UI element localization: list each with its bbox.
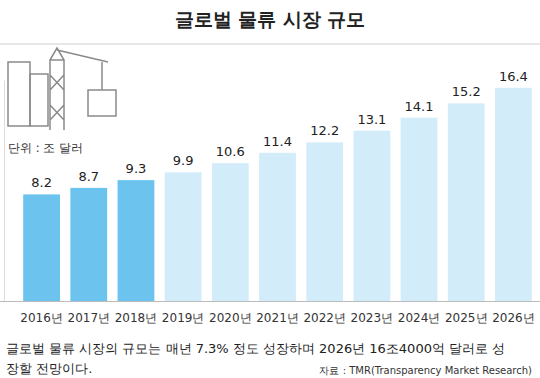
x-tick-label: 2019년 <box>162 311 205 325</box>
data-label: 14.1 <box>405 99 434 114</box>
data-label: 9.3 <box>126 161 147 176</box>
x-tick: 2025년 <box>445 311 488 325</box>
data-label: 16.4 <box>499 69 528 84</box>
x-tick: 2023년 <box>351 311 394 325</box>
icon-shape <box>8 62 30 126</box>
x-tick-label: 2021년 <box>256 311 299 325</box>
x-tick: 2019년 <box>162 311 205 325</box>
x-tick: 2018년 <box>115 311 158 325</box>
bar <box>306 142 343 301</box>
caption-line: 글로벌 물류 시장의 규모는 매년 7.3% 정도 성장하며 2026년 16조… <box>6 341 505 356</box>
x-axis: 2016년 2017년 2018년 2019년 2020년 2021년 2022년 2023년… <box>0 302 540 325</box>
data-label: 13.1 <box>357 112 386 127</box>
y-axis <box>4 81 5 302</box>
bar <box>165 172 202 301</box>
icon-shape <box>30 74 48 126</box>
x-tick: 2020년 <box>209 311 252 325</box>
bar <box>70 188 107 301</box>
x-tick-label: 2026년 <box>492 311 535 325</box>
bar <box>495 88 532 301</box>
data-label: 10.6 <box>216 144 245 159</box>
icon-shape <box>88 90 116 116</box>
bar <box>23 194 60 301</box>
x-tick: 2022년 <box>303 311 346 325</box>
x-tick: 2017년 <box>67 311 110 325</box>
data-label: 8.2 <box>31 175 52 190</box>
x-tick: 2021년 <box>256 311 299 325</box>
bar <box>118 180 155 301</box>
x-axis-line <box>0 301 540 302</box>
y-axis-line <box>4 81 5 302</box>
x-tick-label: 2024년 <box>398 311 441 325</box>
x-tick-label: 2017년 <box>67 311 110 325</box>
title: 글로벌 물류 시장 규모 <box>175 8 366 30</box>
bar <box>212 163 249 301</box>
bars <box>23 88 532 301</box>
x-tick-label: 2022년 <box>303 311 346 325</box>
title-rule <box>0 44 540 45</box>
unit-label: 단위 : 조 달러 <box>8 141 83 155</box>
x-tick: 2016년 <box>20 311 63 325</box>
data-label: 9.9 <box>173 153 194 168</box>
x-tick-label: 2023년 <box>351 311 394 325</box>
data-label: 12.2 <box>310 123 339 138</box>
caption-line: 장할 전망이다. <box>6 361 92 376</box>
x-tick: 2024년 <box>398 311 441 325</box>
icon <box>8 48 116 130</box>
icon-shape <box>50 48 108 130</box>
chart: 글로벌 물류 시장 규모단위 : 조 달러 8.2 8.7 9.3 9.9 10.6 11.… <box>0 0 540 378</box>
bar <box>401 118 438 301</box>
bar <box>353 131 390 301</box>
source: 자료 : TMR(Transparency Market Research) <box>319 365 532 376</box>
x-tick-label: 2025년 <box>445 311 488 325</box>
data-label: 15.2 <box>452 84 481 99</box>
data-label: 8.7 <box>78 169 99 184</box>
bar <box>448 103 485 301</box>
data-labels: 8.2 8.7 9.3 9.9 10.6 11.4 12.2 13.1 14.1 15.2 16.4 <box>31 69 528 191</box>
x-tick-label: 2018년 <box>115 311 158 325</box>
data-label: 11.4 <box>263 134 292 149</box>
x-tick-label: 2020년 <box>209 311 252 325</box>
bar <box>259 153 296 301</box>
x-tick-label: 2016년 <box>20 311 63 325</box>
x-tick: 2026년 <box>492 311 535 325</box>
